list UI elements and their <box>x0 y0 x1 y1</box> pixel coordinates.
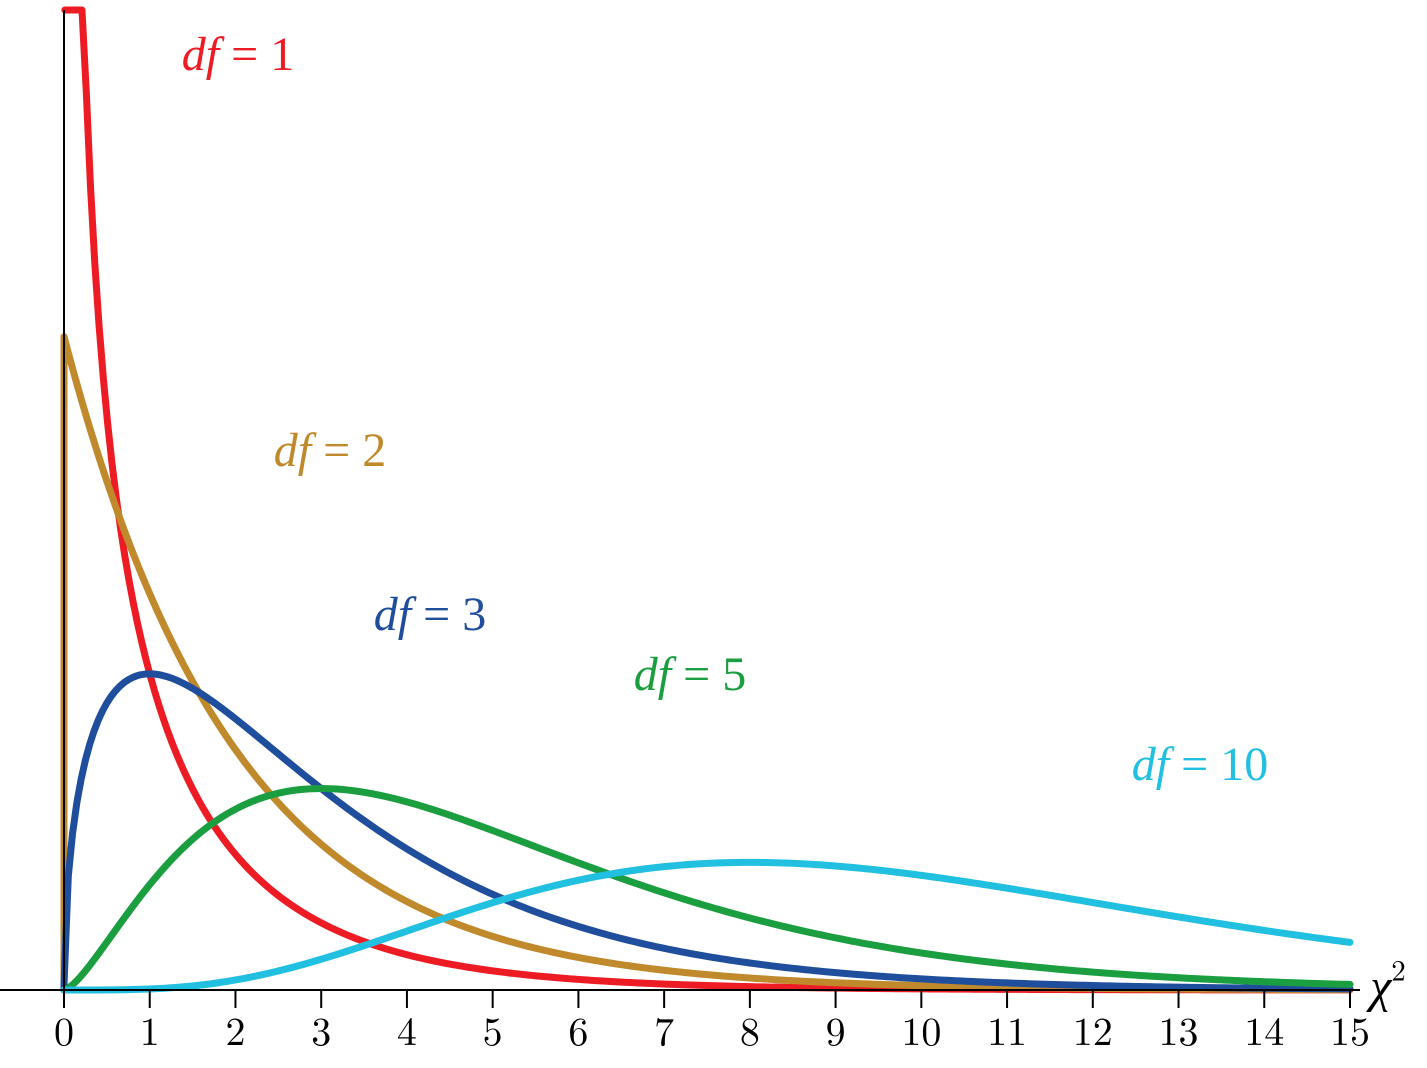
label-df2: df = 2 <box>274 424 386 477</box>
tick-label-14: 14 <box>1244 1000 1284 1057</box>
tick-label-3: 3 <box>311 1000 331 1057</box>
tick-label-2: 2 <box>225 1000 245 1057</box>
chi-square-chart: 0123456789101112131415χ2df = 1df = 2df =… <box>0 0 1427 1068</box>
label-df5: df = 5 <box>634 648 746 701</box>
label-df10: df = 10 <box>1132 738 1268 791</box>
label-df3: df = 3 <box>374 588 486 641</box>
tick-label-11: 11 <box>987 1000 1027 1057</box>
tick-label-10: 10 <box>901 1000 941 1057</box>
tick-label-13: 13 <box>1159 1000 1199 1057</box>
tick-label-0: 0 <box>54 1000 74 1057</box>
tick-label-8: 8 <box>740 1000 760 1057</box>
tick-label-1: 1 <box>140 1000 160 1057</box>
tick-label-6: 6 <box>568 1000 588 1057</box>
tick-label-5: 5 <box>483 1000 503 1057</box>
tick-label-9: 9 <box>826 1000 846 1057</box>
chart-svg: 0123456789101112131415χ2df = 1df = 2df =… <box>0 0 1427 1068</box>
label-df1: df = 1 <box>182 28 294 81</box>
tick-label-4: 4 <box>397 1000 417 1057</box>
tick-label-7: 7 <box>654 1000 674 1057</box>
tick-label-12: 12 <box>1073 1000 1113 1057</box>
tick-label-15: 15 <box>1330 1000 1370 1057</box>
